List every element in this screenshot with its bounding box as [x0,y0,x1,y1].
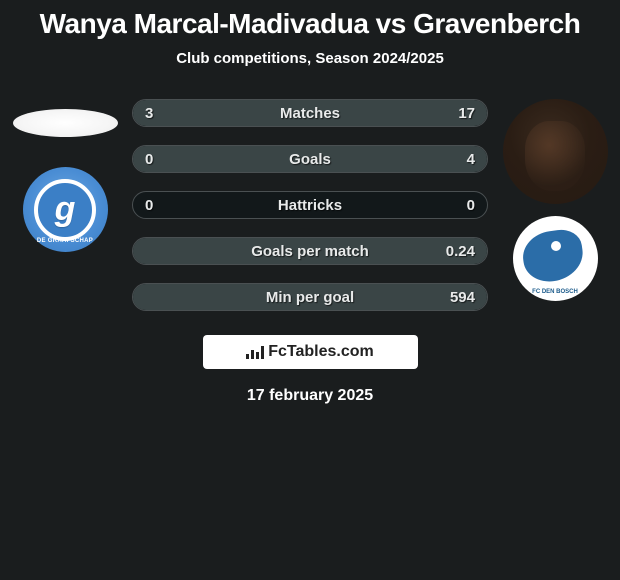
stats-bars: 3Matches170Goals40Hattricks0Goals per ma… [120,99,500,329]
stat-value-right: 17 [458,100,475,126]
right-side: FC DEN BOSCH [500,95,610,301]
stat-row: 0Hattricks0 [132,191,488,219]
club-left-name: DE GRAAFSCHAP [37,238,93,244]
stat-value-right: 0 [467,192,475,218]
player-right-avatar [503,99,608,204]
stat-value-right: 594 [450,284,475,310]
left-side: g DE GRAAFSCHAP [10,95,120,252]
brand-badge[interactable]: FcTables.com [203,335,418,369]
club-right-name: FC DEN BOSCH [513,289,598,295]
stat-label: Matches [133,100,487,126]
player-left-avatar [13,109,118,137]
chart-icon [246,345,264,359]
dragon-icon [519,227,585,285]
stat-label: Goals per match [133,238,487,264]
club-left-logo-letter: g [34,179,96,241]
stat-value-right: 0.24 [446,238,475,264]
content-row: g DE GRAAFSCHAP 3Matches170Goals40Hattri… [10,95,610,329]
club-right-badge: FC DEN BOSCH [513,216,598,301]
comparison-card: Wanya Marcal-Madivadua vs Gravenberch Cl… [0,0,620,405]
club-left-badge: g DE GRAAFSCHAP [23,167,108,252]
stat-row: 3Matches17 [132,99,488,127]
stat-label: Min per goal [133,284,487,310]
stat-label: Goals [133,146,487,172]
brand-text: FcTables.com [268,343,374,361]
stat-row: Goals per match0.24 [132,237,488,265]
stat-row: 0Goals4 [132,145,488,173]
stat-label: Hattricks [133,192,487,218]
stat-row: Min per goal594 [132,283,488,311]
stat-value-right: 4 [467,146,475,172]
subtitle: Club competitions, Season 2024/2025 [10,50,610,67]
page-title: Wanya Marcal-Madivadua vs Gravenberch [10,8,610,40]
date-label: 17 february 2025 [10,387,610,405]
